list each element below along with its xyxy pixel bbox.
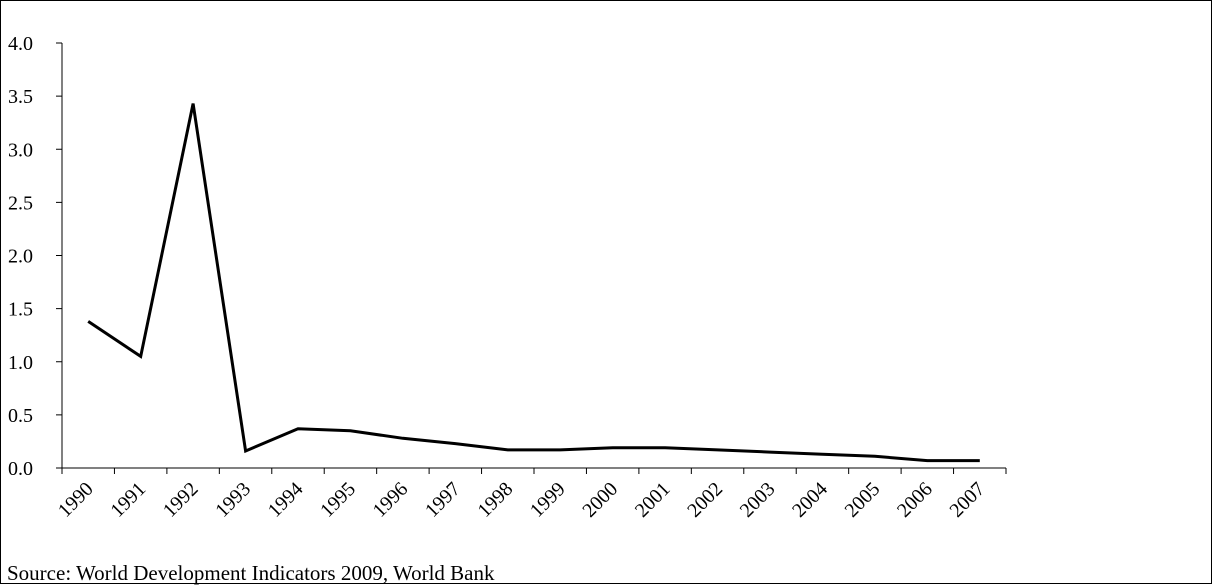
y-tick-label: 0.5 [8,405,33,427]
x-tick-label: 1995 [316,478,360,522]
x-tick-label: 1997 [421,478,465,522]
y-tick-label: 2.5 [8,192,33,214]
x-tick-label: 1999 [526,478,570,522]
x-tick-label: 2000 [578,478,622,522]
x-tick-label: 1994 [264,478,308,522]
x-tick-label: 1992 [159,478,203,522]
x-tick-label: 2003 [736,478,780,522]
y-tick-label: 1.5 [8,299,33,321]
x-tick-label: 1998 [473,478,517,522]
series-line [87,103,980,463]
x-tick-label: 1993 [211,478,255,522]
x-tick-label: 1991 [106,478,150,522]
source-note: Source: World Development Indicators 200… [7,561,495,585]
y-tick-label: 4.0 [8,33,33,55]
x-tick-label: 2001 [631,478,675,522]
x-tick-label: 2006 [893,478,937,522]
x-tick-label: 2004 [788,478,832,522]
x-tick-label: 2002 [683,478,727,522]
x-tick-label: 2005 [841,478,885,522]
x-tick-label: 1990 [54,478,98,522]
x-tick-label: 2007 [945,478,989,522]
y-tick-label: 0.0 [8,458,33,480]
y-tick-label: 3.0 [8,139,33,161]
y-tick-label: 2.0 [8,246,33,268]
x-tick-label: 1996 [369,478,413,522]
y-tick-label: 3.5 [8,86,33,108]
y-tick-label: 1.0 [8,352,33,374]
